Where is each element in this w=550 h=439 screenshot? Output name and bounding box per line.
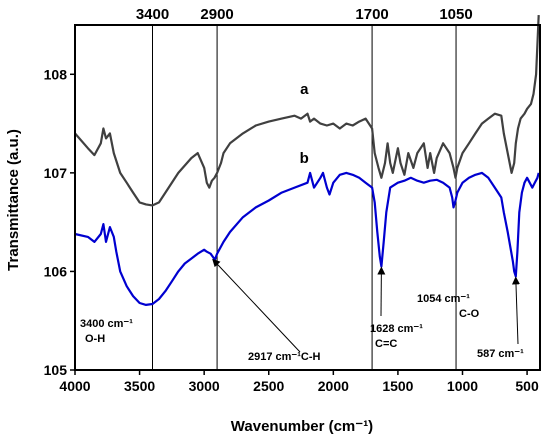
series-line-b	[74, 171, 540, 306]
x-tick-label-2000: 2000	[318, 378, 349, 394]
reference-label-3400: 3400	[136, 6, 169, 23]
annotation-1054-line2: C-O	[459, 308, 480, 320]
reference-label-2900: 2900	[200, 6, 233, 23]
x-tick-label-1000: 1000	[447, 378, 478, 394]
x-tick-label-3500: 3500	[124, 378, 155, 394]
annotation-3400-line1: 3400 cm⁻¹	[80, 318, 133, 330]
x-tick-label-1500: 1500	[382, 378, 413, 394]
plot-area	[74, 15, 540, 370]
reference-label-1700: 1700	[355, 6, 388, 23]
x-tick-label-500: 500	[515, 378, 539, 394]
axes: 3400 2900 1700 1050 4000 3500 3000 2500 2000 1500…	[44, 6, 541, 394]
x-axis-title: Wavenumber (cm⁻¹)	[231, 418, 373, 435]
y-tick-label-105: 105	[44, 362, 68, 378]
annotation-587-line1: 587 cm⁻¹	[477, 348, 524, 360]
annotations: a b 3400 cm⁻¹ O-H 2917 cm⁻¹C-H 1628 cm⁻¹ C=C 10…	[80, 81, 524, 363]
y-tick-label-106: 106	[44, 263, 68, 279]
plot-frame	[74, 24, 541, 371]
series-letter-b: b	[300, 150, 309, 167]
annotation-1054-line1: 1054 cm⁻¹	[417, 293, 470, 305]
reference-label-1050: 1050	[439, 6, 472, 23]
annotation-arrow-2917	[212, 258, 301, 353]
series-line-a	[74, 15, 540, 207]
x-tick-label-4000: 4000	[59, 378, 90, 394]
annotation-3400-line2: O-H	[85, 333, 105, 345]
annotation-arrow-587	[511, 276, 520, 345]
x-tick-label-3000: 3000	[189, 378, 220, 394]
y-tick-label-107: 107	[44, 165, 68, 181]
annotation-1628-line2: C=C	[375, 338, 397, 350]
annotation-1628-line1: 1628 cm⁻¹	[370, 323, 423, 335]
annotation-2917-line1: 2917 cm⁻¹C-H	[248, 351, 321, 363]
y-tick-label-108: 108	[44, 66, 68, 82]
y-axis-title: Transmittance (a.u.)	[5, 129, 22, 271]
series-letter-a: a	[300, 81, 309, 98]
x-tick-label-2500: 2500	[253, 378, 284, 394]
